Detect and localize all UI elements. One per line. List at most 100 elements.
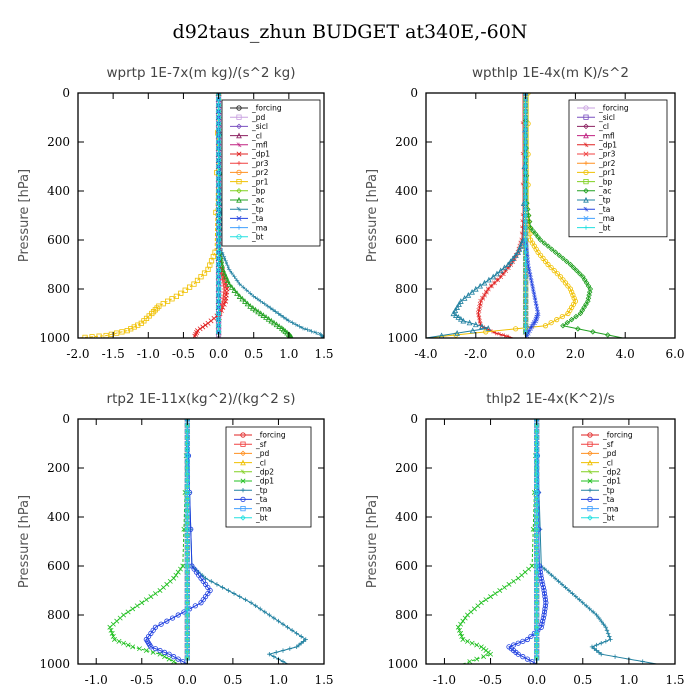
data-point-bt: [184, 532, 191, 539]
legend-marker: [236, 225, 242, 230]
data-point-bt: [215, 145, 222, 151]
data-point-dp1: [108, 627, 114, 633]
x-tick-label: 1.5: [314, 347, 333, 361]
legend-marker: [240, 496, 246, 502]
data-point-tp: [280, 621, 286, 627]
data-point-ta: [533, 301, 539, 307]
data-point-bt: [523, 133, 528, 139]
data-point-bt: [215, 176, 222, 182]
data-point-bt: [523, 299, 528, 304]
data-point-bt: [533, 618, 540, 624]
data-point-tp: [300, 325, 306, 331]
data-point-bt: [533, 440, 540, 447]
legend-marker: [236, 151, 242, 157]
data-point-bt: [184, 624, 191, 631]
data-point-dp1: [458, 621, 464, 627]
data-point-ta: [515, 640, 521, 646]
data-point-tp: [320, 334, 324, 338]
legend-entry-forcing: _forcing: [602, 431, 633, 440]
data-point-dp1: [460, 618, 466, 624]
data-point-bt: [215, 231, 222, 237]
legend-entry-dp1: _dp1: [602, 477, 621, 486]
data-point-ac: [537, 237, 544, 243]
data-point-bt: [533, 557, 540, 563]
data-point-pr1: [548, 320, 554, 326]
data-point-bt: [533, 459, 540, 465]
data-point-ac: [526, 218, 533, 225]
data-point-ta: [535, 311, 541, 316]
data-point-bt: [533, 477, 540, 484]
legend-entry-ma: _ma: [598, 214, 615, 223]
data-point-dp1: [223, 298, 229, 304]
data-point-ta: [530, 286, 536, 292]
legend-entry-forcing: _forcing: [251, 104, 282, 113]
legend-entry-bp: _bp: [251, 187, 266, 196]
data-point-bt: [533, 508, 540, 514]
data-point-dp1: [458, 630, 464, 636]
data-point-dp1: [483, 289, 489, 295]
data-point-bt: [215, 268, 222, 274]
data-point-pr1: [571, 295, 577, 301]
data-point-bt: [523, 188, 528, 194]
data-point-bt: [184, 508, 191, 514]
panel-3: rtp2 1E-11x(kg^2)/(kg^2 s) Pressure [hPa]…: [17, 391, 334, 687]
data-point-bt: [533, 642, 540, 649]
legend-marker: [583, 105, 589, 111]
data-point-tp: [271, 654, 277, 659]
x-tick-label: -0.5: [479, 673, 502, 687]
data-point-ac: [218, 257, 225, 264]
data-point-ta: [528, 277, 534, 283]
data-point-dp1: [506, 334, 511, 338]
data-point-tp: [453, 312, 459, 318]
data-point-pr1: [560, 277, 566, 283]
data-point-ac: [224, 277, 231, 284]
y-tick-label: 600: [395, 559, 418, 573]
data-point-ma: [523, 93, 529, 96]
data-point-pr3: [219, 302, 225, 307]
data-point-bt: [215, 225, 222, 231]
data-point-tp: [580, 600, 585, 605]
data-point-dp1: [465, 612, 470, 618]
data-point-ta: [188, 526, 194, 532]
series-line-dp1: [457, 419, 538, 664]
x-tick-label: -1.5: [102, 347, 125, 361]
data-point-tp: [472, 321, 479, 328]
data-point-bt: [523, 145, 528, 151]
data-point-tp: [454, 304, 460, 310]
data-point-ta: [161, 649, 168, 655]
legend-marker: [587, 478, 593, 484]
legend-entry-tp: _tp: [598, 196, 611, 205]
x-tick-label: 0.0: [209, 347, 228, 361]
data-point-dp1: [488, 283, 494, 289]
data-point-ta: [520, 638, 526, 644]
data-point-tp: [299, 640, 304, 646]
series-line-pr1: [426, 93, 576, 338]
data-point-bt: [523, 182, 528, 188]
data-point-pr1: [210, 253, 216, 260]
legend-marker: [583, 169, 589, 175]
legend-entry-mfl: _mfl: [598, 131, 615, 140]
data-point-bt: [184, 514, 191, 520]
legend-entry-cl: _cl: [251, 131, 262, 140]
data-point-bt: [184, 563, 191, 569]
data-point-ac: [545, 243, 551, 249]
data-point-ac: [535, 234, 541, 240]
data-point-pr3: [221, 283, 226, 289]
data-point-tp: [587, 606, 592, 612]
data-point-bt: [184, 569, 191, 575]
data-point-tp: [285, 625, 290, 630]
data-point-bt: [533, 636, 540, 643]
data-point-dp1: [455, 624, 461, 630]
data-point-bt: [215, 280, 222, 286]
data-point-ac: [257, 310, 264, 317]
data-point-ta: [181, 609, 187, 615]
data-point-ac: [586, 292, 592, 298]
data-point-dp1: [475, 311, 481, 316]
data-point-tp: [477, 282, 484, 289]
data-point-bt: [533, 489, 540, 496]
data-point-tp: [594, 612, 599, 618]
legend-marker: [583, 178, 589, 185]
data-point-dp1: [157, 651, 163, 657]
legend-marker: [240, 469, 246, 475]
data-point-tp: [289, 628, 295, 633]
